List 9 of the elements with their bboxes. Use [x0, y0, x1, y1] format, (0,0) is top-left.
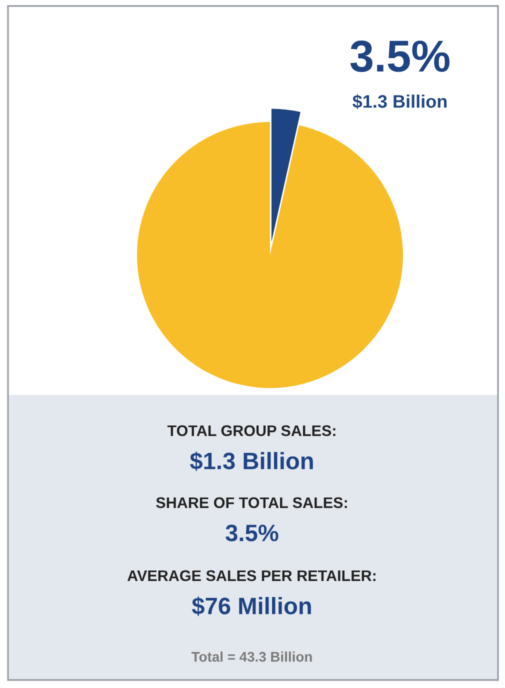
text: $76 Million [192, 596, 311, 616]
text: $1.3 Billion [352, 94, 447, 110]
text: $1.3 Billion [190, 452, 313, 471]
text: SHARE OF TOTAL SALES: [156, 497, 347, 508]
text: 3.5% [226, 524, 278, 542]
text: Total = 43.3 Billion [192, 652, 312, 662]
text: TOTAL GROUP SALES: [167, 425, 336, 436]
data-label: 3.5% [350, 40, 450, 72]
text: AVERAGE SALES PER RETAILER: [127, 570, 376, 582]
